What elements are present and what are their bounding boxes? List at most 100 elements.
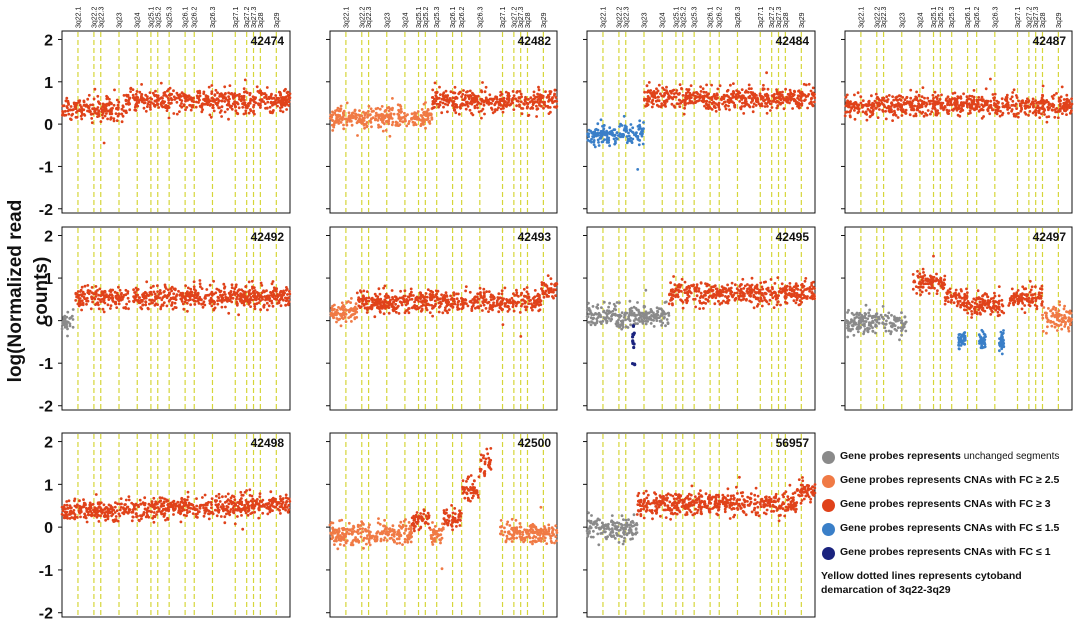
data-point (142, 106, 146, 110)
data-point (704, 293, 707, 297)
data-point (646, 99, 649, 103)
cytoband-label: 3q22.2 (616, 6, 623, 28)
data-point (373, 292, 377, 296)
data-point (341, 312, 345, 315)
data-point (800, 99, 803, 103)
data-point (340, 301, 344, 305)
data-point (843, 114, 847, 118)
data-point (548, 92, 552, 96)
data-point (93, 87, 97, 91)
data-point (350, 297, 353, 300)
data-point (539, 303, 543, 306)
data-point (484, 96, 488, 100)
data-point (483, 292, 486, 295)
data-point (188, 103, 192, 107)
data-point (223, 110, 227, 114)
data-point (699, 90, 703, 93)
data-point (850, 102, 853, 106)
data-point (664, 324, 667, 328)
data-point (726, 100, 730, 103)
data-point (748, 105, 752, 109)
data-point (804, 98, 807, 102)
data-point (377, 116, 381, 120)
data-point (976, 101, 980, 105)
cytoband-label: 3q25.2 (155, 6, 162, 28)
data-point (83, 284, 87, 288)
data-point (195, 94, 199, 98)
data-point (429, 293, 432, 296)
data-point (387, 117, 391, 121)
data-point (240, 293, 244, 297)
data-point (900, 114, 904, 117)
cytoband-label: 3q28 (258, 12, 265, 28)
data-point (738, 100, 742, 103)
data-point (654, 315, 658, 319)
data-point (422, 102, 426, 106)
data-point (887, 104, 890, 108)
data-point (612, 137, 616, 141)
data-point (367, 104, 371, 108)
data-point (398, 103, 402, 107)
data-point (652, 91, 656, 95)
data-point (115, 107, 118, 111)
data-point (431, 307, 434, 310)
data-point (1043, 113, 1046, 116)
data-point (88, 289, 92, 293)
data-point (94, 295, 98, 298)
data-point (207, 293, 211, 297)
data-point (1037, 109, 1041, 112)
data-point (628, 299, 632, 303)
data-point (790, 97, 794, 101)
data-point (390, 117, 394, 120)
data-point (284, 296, 287, 300)
cytoband-label: 3q25.2 (938, 6, 945, 28)
data-point (168, 86, 172, 90)
data-point (285, 91, 289, 94)
data-point (220, 305, 224, 309)
data-point (1032, 104, 1035, 107)
data-point (358, 109, 361, 112)
data-point (379, 125, 383, 129)
cytoband-label: 3q28 (783, 12, 790, 28)
data-point (615, 301, 619, 304)
data-point (523, 103, 526, 106)
data-point (266, 294, 270, 298)
data-point (121, 295, 125, 299)
data-point (435, 102, 439, 106)
data-point (550, 282, 553, 286)
data-point (599, 320, 602, 324)
data-point (80, 285, 84, 289)
data-point (212, 302, 216, 306)
data-point (194, 105, 198, 109)
data-point (661, 311, 665, 315)
data-point (336, 115, 340, 118)
data-points (328, 81, 559, 138)
data-point (810, 103, 814, 106)
data-point (508, 300, 512, 303)
data-point (1015, 94, 1018, 97)
data-point (287, 300, 291, 304)
data-point (270, 92, 273, 96)
data-point (637, 318, 640, 322)
data-point (234, 283, 238, 287)
data-point (284, 303, 288, 307)
data-point (875, 97, 879, 100)
data-point (452, 108, 456, 112)
data-point (161, 296, 165, 299)
data-point (384, 120, 388, 123)
data-point (370, 125, 373, 129)
data-point (148, 302, 151, 306)
data-point (771, 100, 774, 103)
data-point (1051, 97, 1055, 100)
data-point (591, 135, 594, 138)
data-point (253, 297, 257, 300)
data-point (121, 114, 125, 118)
data-point (501, 323, 505, 326)
data-point (96, 106, 100, 109)
data-point (1052, 105, 1055, 109)
y-tick-label: -2 (39, 399, 53, 416)
data-point (512, 292, 515, 296)
data-point (106, 109, 110, 113)
data-point (351, 111, 355, 115)
data-point (235, 297, 238, 301)
